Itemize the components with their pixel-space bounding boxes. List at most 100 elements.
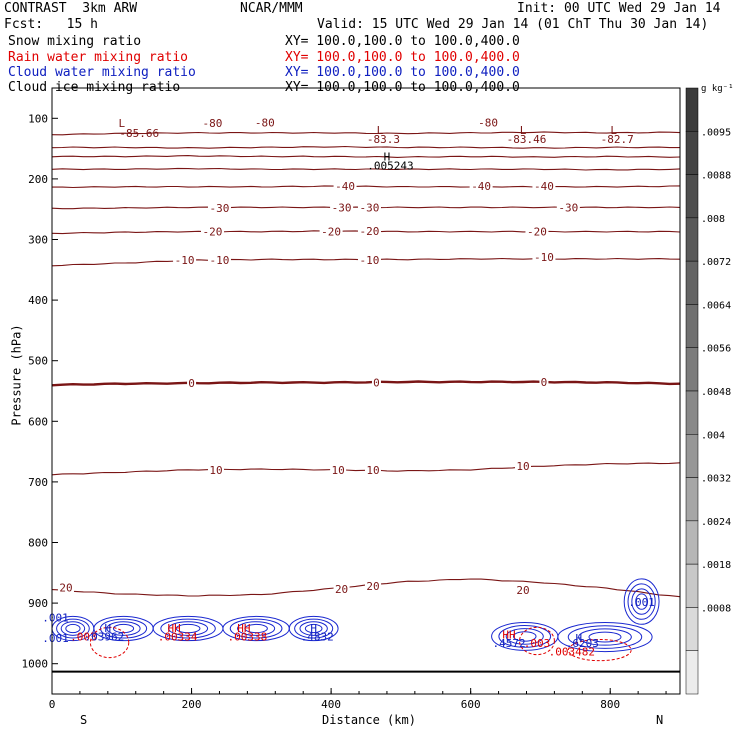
colorbar-label: .008 — [701, 214, 725, 225]
init-time: Init: 00 UTC Wed 29 Jan 14 — [517, 1, 721, 16]
y-axis-label: Pressure (hPa) — [9, 324, 24, 426]
cloud-water-contour — [627, 583, 656, 620]
rain-contour — [89, 626, 130, 659]
contour-label-bg — [207, 255, 231, 266]
forecast-hour: Fcst: 15 h — [4, 17, 98, 32]
cloud-water-contour — [175, 623, 201, 634]
contour-label-bg — [515, 461, 531, 472]
x-tick-label: 800 — [600, 698, 620, 711]
extremum-label: .003 — [524, 637, 551, 650]
cloud-water-contour — [288, 615, 339, 642]
contour-label: -80 — [478, 117, 498, 130]
rain-contours — [89, 626, 632, 662]
y-tick-label: 300 — [28, 234, 48, 247]
colorbar-swatch — [685, 217, 699, 262]
field-name-rain: Rain water mixing ratio — [8, 50, 189, 65]
contour-label-bg — [357, 202, 381, 213]
cloud-water-contour — [168, 621, 209, 636]
cloud-water-contour — [99, 618, 148, 639]
colorbar-swatch — [685, 477, 699, 522]
contour-label-bg — [539, 376, 549, 387]
contour-label-bg — [469, 181, 493, 192]
contour-label: -80 — [203, 117, 223, 130]
cloud-water-contour — [229, 618, 283, 639]
contour-label: 10 — [331, 464, 344, 477]
contour-label-bg — [476, 117, 500, 128]
contour-label-bg — [200, 118, 224, 129]
contour-label-bg — [364, 464, 381, 475]
colorbar-swatch — [685, 563, 699, 608]
colorbar-swatch — [685, 650, 699, 695]
colorbar-label: .0088 — [701, 171, 731, 182]
extremum-label: -83.3 — [367, 133, 400, 146]
extremum-label: HH — [167, 622, 180, 635]
colorbar-swatch — [685, 131, 699, 175]
colorbar-swatch — [685, 390, 699, 435]
temperature-contour — [51, 380, 681, 387]
extremum-label: .001 — [628, 596, 655, 609]
contour-label: 0 — [188, 377, 195, 390]
organization-label: NCAR/MMM — [240, 1, 303, 16]
contour-label: -10 — [534, 251, 554, 264]
contour-label: -30 — [332, 201, 352, 214]
extremum-label: -82.7 — [601, 133, 634, 146]
contour-label: 20 — [335, 583, 348, 596]
extremum-label: L — [520, 124, 527, 137]
cloud-water-contour — [588, 631, 622, 643]
contour-label: -30 — [360, 201, 380, 214]
colorbar-label: .0024 — [701, 517, 731, 528]
y-tick-label: 500 — [28, 355, 48, 368]
contour-label-bg — [532, 181, 556, 192]
contour-label: -20 — [321, 226, 341, 239]
y-tick-label: 200 — [28, 173, 48, 186]
cloud-water-contour — [244, 623, 268, 634]
contour-label: 10 — [516, 460, 529, 473]
field-xy-snow: XY= 100.0,100.0 to 100.0,400.0 — [285, 34, 520, 49]
model-title: CONTRAST 3km ARW — [4, 1, 138, 16]
contour-label: -40 — [335, 180, 355, 193]
contour-label-bg — [525, 226, 549, 237]
contour-label: 20 — [516, 584, 529, 597]
endpoint-north: N — [656, 713, 664, 727]
contour-label: 0 — [373, 377, 380, 390]
colorbar-label: .0056 — [701, 344, 731, 355]
contour-label: -80 — [255, 117, 275, 130]
extremum-label: .005243 — [367, 160, 413, 173]
y-tick-label: 100 — [28, 112, 48, 125]
contour-label-bg — [556, 202, 580, 213]
temperature-contour — [51, 167, 681, 171]
temperature-contour — [52, 185, 681, 189]
contour-label: -30 — [558, 201, 578, 214]
contour-label-bg — [357, 255, 381, 266]
contour-label: 20 — [366, 580, 379, 593]
x-axis-label: Distance (km) — [322, 713, 416, 727]
contour-label-bg — [333, 181, 357, 192]
colorbar-swatch — [685, 174, 699, 219]
cloud-water-contour — [237, 621, 276, 636]
cloud-water-contour — [60, 621, 86, 636]
contour-label-bg — [207, 464, 224, 475]
temperature-contour — [51, 155, 681, 158]
cloud-water-contour — [294, 618, 334, 639]
y-tick-label: 400 — [28, 294, 48, 307]
colorbar-swatch — [685, 347, 699, 392]
cloud-water-contour — [106, 621, 141, 636]
colorbar-label: .0018 — [701, 560, 731, 571]
extremum-label: .4572 — [492, 637, 525, 650]
colorbar-unit: g kg⁻¹ — [701, 84, 734, 94]
extremum-label: -85.66 — [119, 127, 159, 140]
contour-label-bg — [173, 255, 197, 266]
y-tick-label: 800 — [28, 537, 48, 550]
extremum-label: L — [118, 117, 125, 130]
contour-label-bg — [207, 202, 231, 213]
cloud-water-contour — [498, 625, 552, 648]
field-xy-cloud-water: XY= 100.0,100.0 to 100.0,400.0 — [285, 65, 520, 80]
contour-label: -10 — [360, 254, 380, 267]
cloud-water-contour — [56, 618, 90, 639]
cloud-water-contour — [567, 625, 643, 649]
x-tick-label: 200 — [182, 698, 202, 711]
valid-time: Valid: 15 UTC Wed 29 Jan 14 (01 ChT Thu … — [317, 17, 709, 32]
contour-label-bg — [319, 226, 343, 237]
contour-label-bg — [364, 581, 381, 592]
axes: 0 200 400 600 800100200300400500600700800900… — [22, 87, 681, 711]
